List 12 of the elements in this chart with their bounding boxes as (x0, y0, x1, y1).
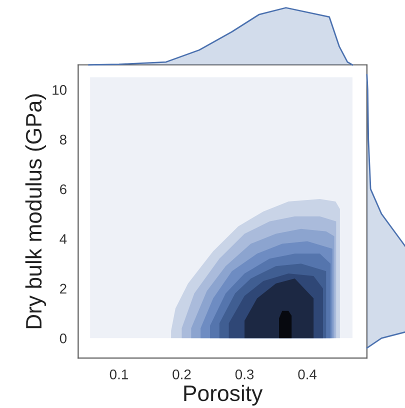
x-tick-label: 0.2 (172, 370, 191, 380)
y-tick-label: 0 (60, 333, 67, 344)
x-tick-label: 0.3 (235, 370, 254, 380)
y-tick-label: 10 (52, 85, 67, 95)
x-axis-title: Porosity (184, 384, 263, 406)
y-tick-label: 8 (60, 134, 66, 145)
y-tick-label: 4 (60, 234, 67, 244)
x-tick-label: 0.1 (110, 370, 128, 380)
x-tick-label: 0.4 (298, 370, 317, 380)
y-tick-label: 6 (60, 184, 66, 194)
y-tick-label: 2 (60, 284, 66, 294)
y-axis-title: Dry bulk modulus (GPa) (25, 94, 46, 328)
